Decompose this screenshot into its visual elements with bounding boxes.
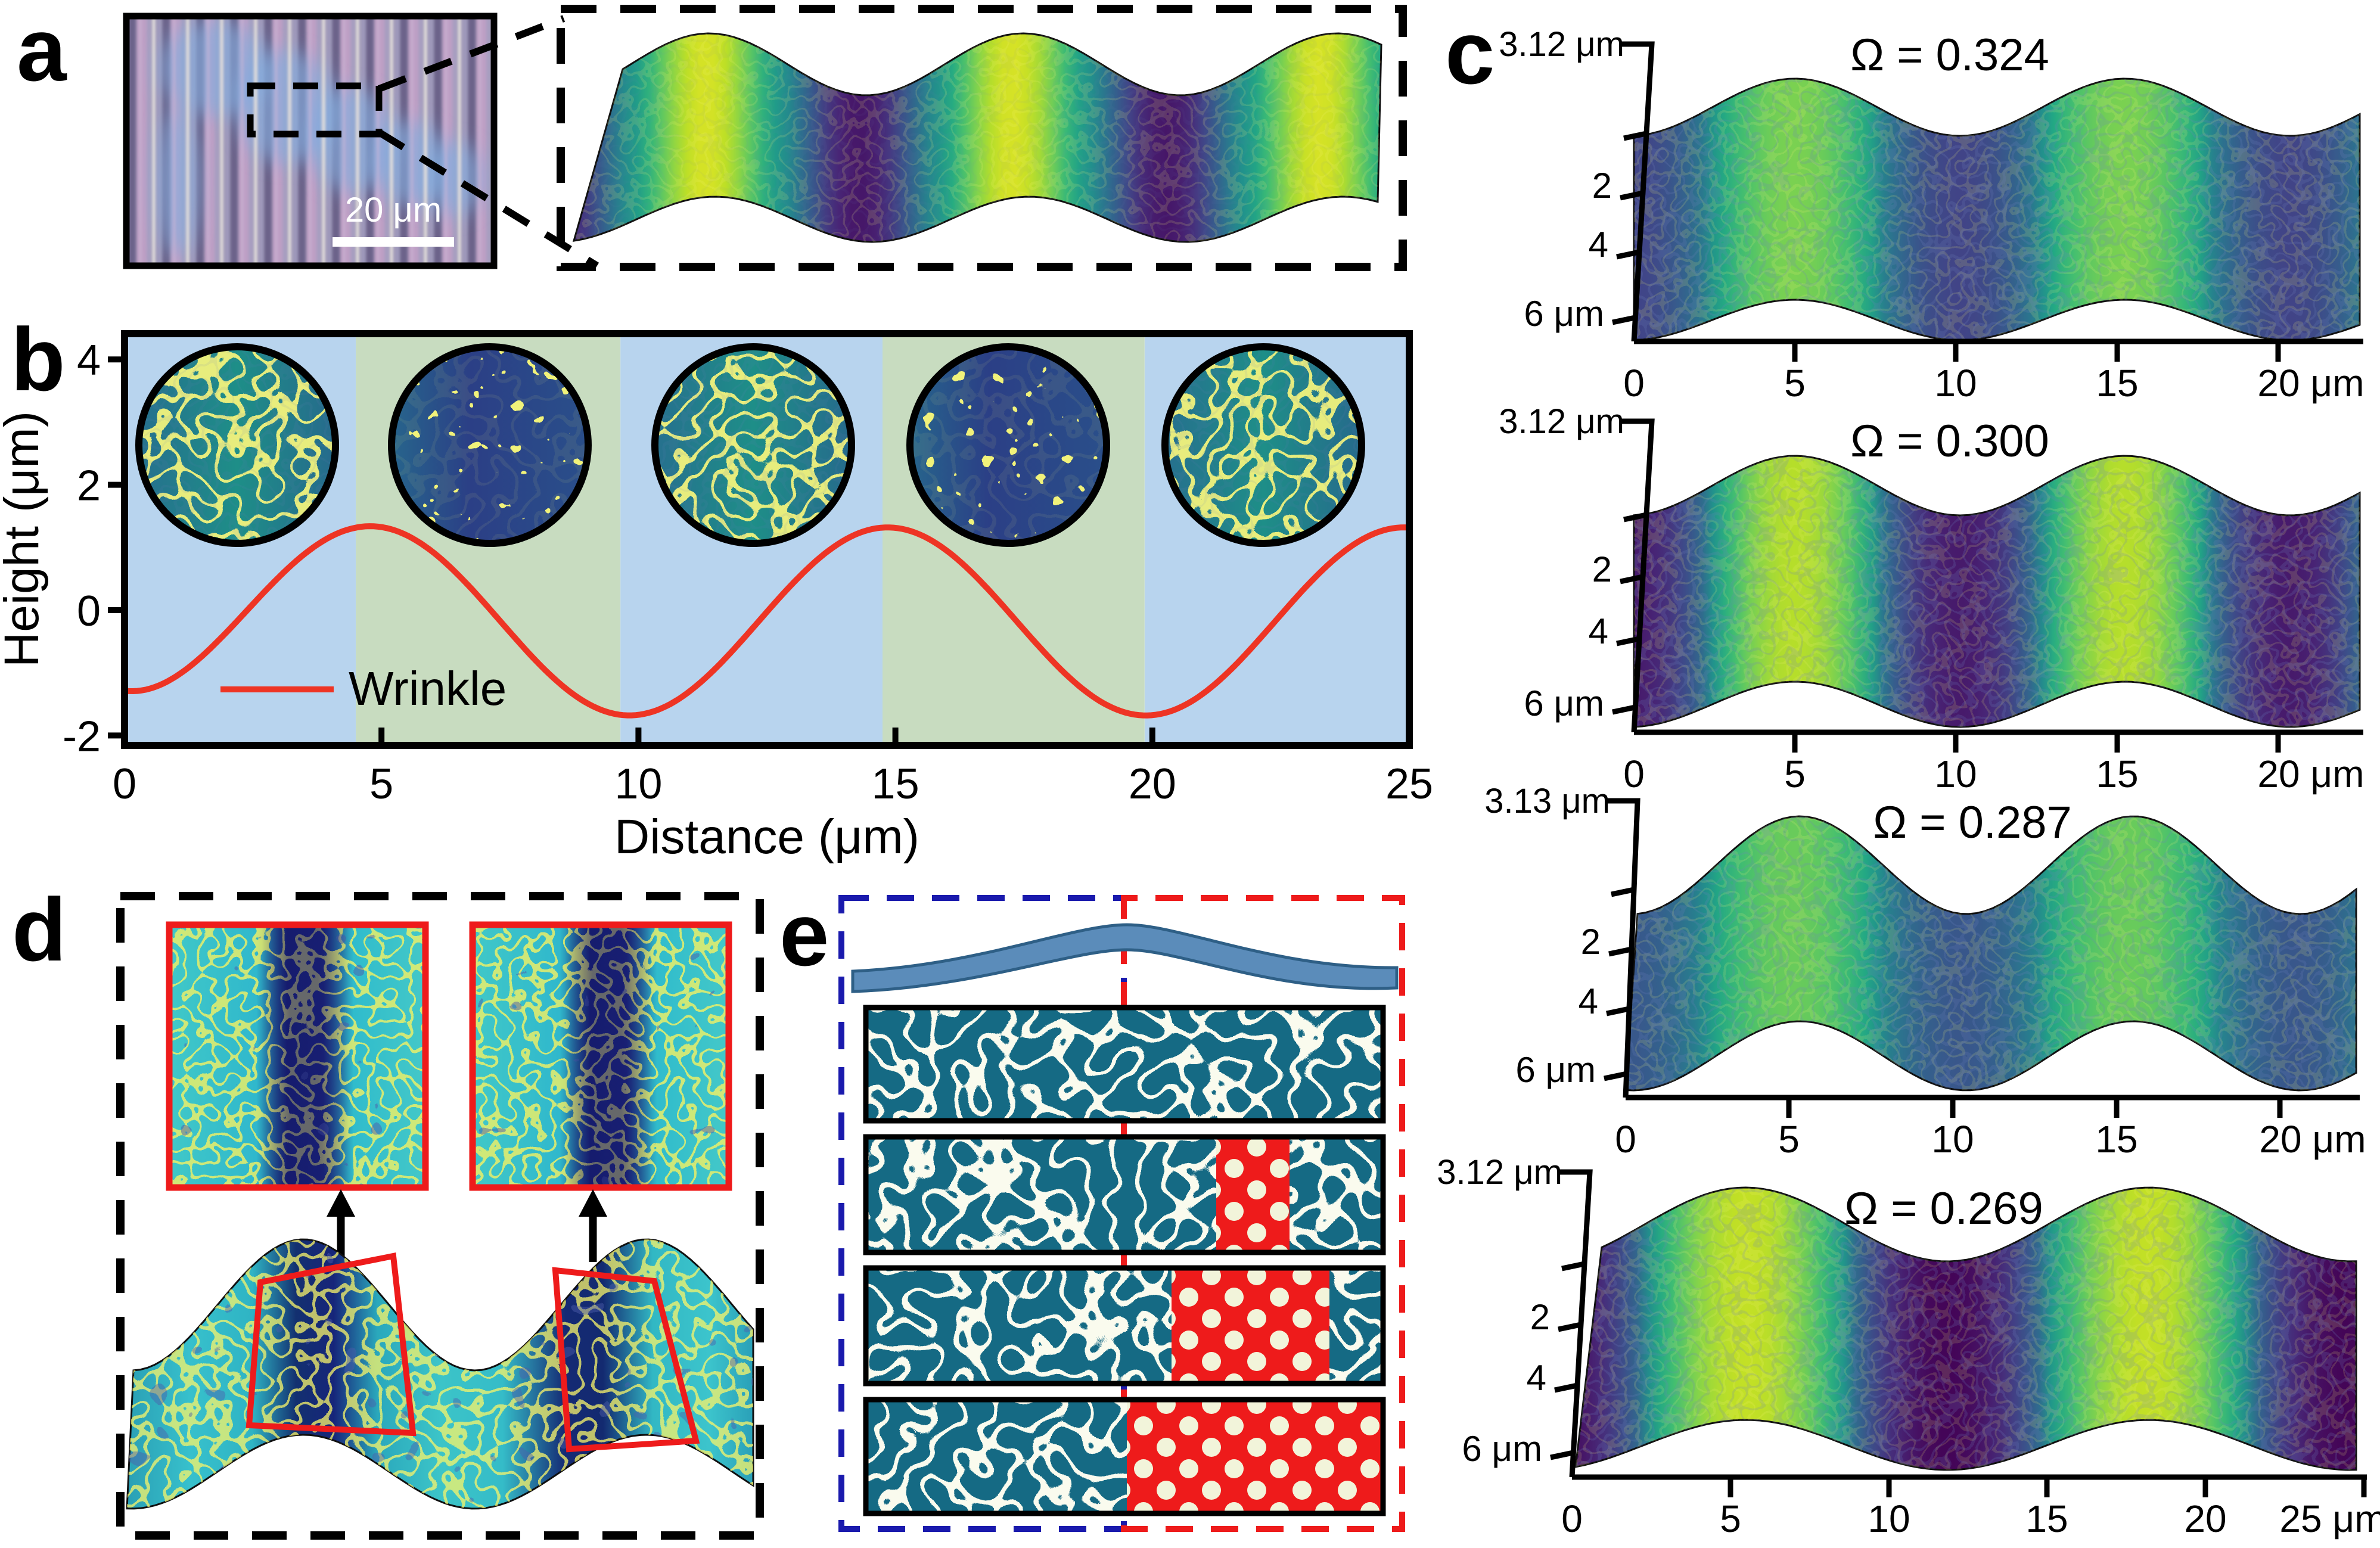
svg-text:20 μm: 20 μm xyxy=(2257,753,2364,795)
svg-text:Ω = 0.324: Ω = 0.324 xyxy=(1850,30,2049,80)
svg-text:2: 2 xyxy=(77,462,101,510)
svg-text:3.13 μm: 3.13 μm xyxy=(1484,782,1610,820)
svg-text:0: 0 xyxy=(1623,362,1645,405)
svg-text:5: 5 xyxy=(1784,753,1806,795)
svg-text:Height (μm): Height (μm) xyxy=(0,411,49,667)
svg-text:0: 0 xyxy=(1561,1497,1583,1540)
svg-text:4: 4 xyxy=(77,337,101,384)
svg-text:Wrinkle: Wrinkle xyxy=(349,662,507,715)
svg-text:15: 15 xyxy=(2096,753,2138,795)
svg-text:Distance (μm): Distance (μm) xyxy=(614,810,919,864)
svg-text:6 μm: 6 μm xyxy=(1524,294,1604,334)
svg-text:0: 0 xyxy=(1623,753,1645,795)
svg-text:5: 5 xyxy=(1784,362,1806,405)
svg-text:6 μm: 6 μm xyxy=(1462,1429,1542,1469)
svg-text:-2: -2 xyxy=(63,713,101,760)
svg-text:15: 15 xyxy=(2096,362,2138,405)
svg-text:5: 5 xyxy=(369,760,393,808)
svg-text:4: 4 xyxy=(1589,611,1608,651)
svg-text:0: 0 xyxy=(113,760,136,808)
svg-text:Ω = 0.300: Ω = 0.300 xyxy=(1850,416,2049,467)
svg-text:15: 15 xyxy=(2025,1497,2068,1540)
svg-text:15: 15 xyxy=(2095,1118,2137,1161)
svg-text:Ω = 0.269: Ω = 0.269 xyxy=(1844,1183,2043,1234)
svg-text:20: 20 xyxy=(1129,760,1176,808)
svg-text:20 μm: 20 μm xyxy=(2257,362,2364,405)
svg-text:10: 10 xyxy=(1868,1497,1910,1540)
svg-text:Ω = 0.287: Ω = 0.287 xyxy=(1873,797,2072,848)
svg-text:4: 4 xyxy=(1589,225,1608,265)
svg-text:0: 0 xyxy=(1615,1118,1636,1161)
svg-text:e: e xyxy=(779,884,829,984)
svg-text:20 μm: 20 μm xyxy=(345,191,442,229)
svg-text:0: 0 xyxy=(77,588,101,635)
svg-text:10: 10 xyxy=(1931,1118,1974,1161)
svg-text:3.12 μm: 3.12 μm xyxy=(1499,25,1624,64)
svg-text:6 μm: 6 μm xyxy=(1515,1050,1596,1090)
svg-text:5: 5 xyxy=(1720,1497,1741,1540)
svg-text:2: 2 xyxy=(1530,1297,1550,1337)
svg-text:25: 25 xyxy=(1385,760,1433,808)
svg-text:2: 2 xyxy=(1581,922,1601,962)
svg-text:3.12 μm: 3.12 μm xyxy=(1499,402,1624,441)
svg-text:b: b xyxy=(11,309,66,409)
svg-text:d: d xyxy=(12,879,67,980)
svg-text:10: 10 xyxy=(614,760,662,808)
svg-text:10: 10 xyxy=(1934,753,1977,795)
svg-text:2: 2 xyxy=(1592,549,1612,589)
svg-text:20 μm: 20 μm xyxy=(2259,1118,2366,1161)
svg-text:a: a xyxy=(17,0,67,100)
svg-text:20: 20 xyxy=(2184,1497,2226,1540)
svg-text:5: 5 xyxy=(1778,1118,1800,1161)
svg-text:4: 4 xyxy=(1579,981,1598,1021)
svg-text:25 μm: 25 μm xyxy=(2279,1497,2380,1540)
svg-text:2: 2 xyxy=(1592,166,1612,206)
svg-text:10: 10 xyxy=(1934,362,1977,405)
svg-text:15: 15 xyxy=(872,760,919,808)
svg-text:6 μm: 6 μm xyxy=(1524,683,1604,723)
svg-text:3.12 μm: 3.12 μm xyxy=(1437,1153,1562,1192)
svg-text:c: c xyxy=(1445,2,1495,102)
svg-text:4: 4 xyxy=(1527,1358,1546,1398)
